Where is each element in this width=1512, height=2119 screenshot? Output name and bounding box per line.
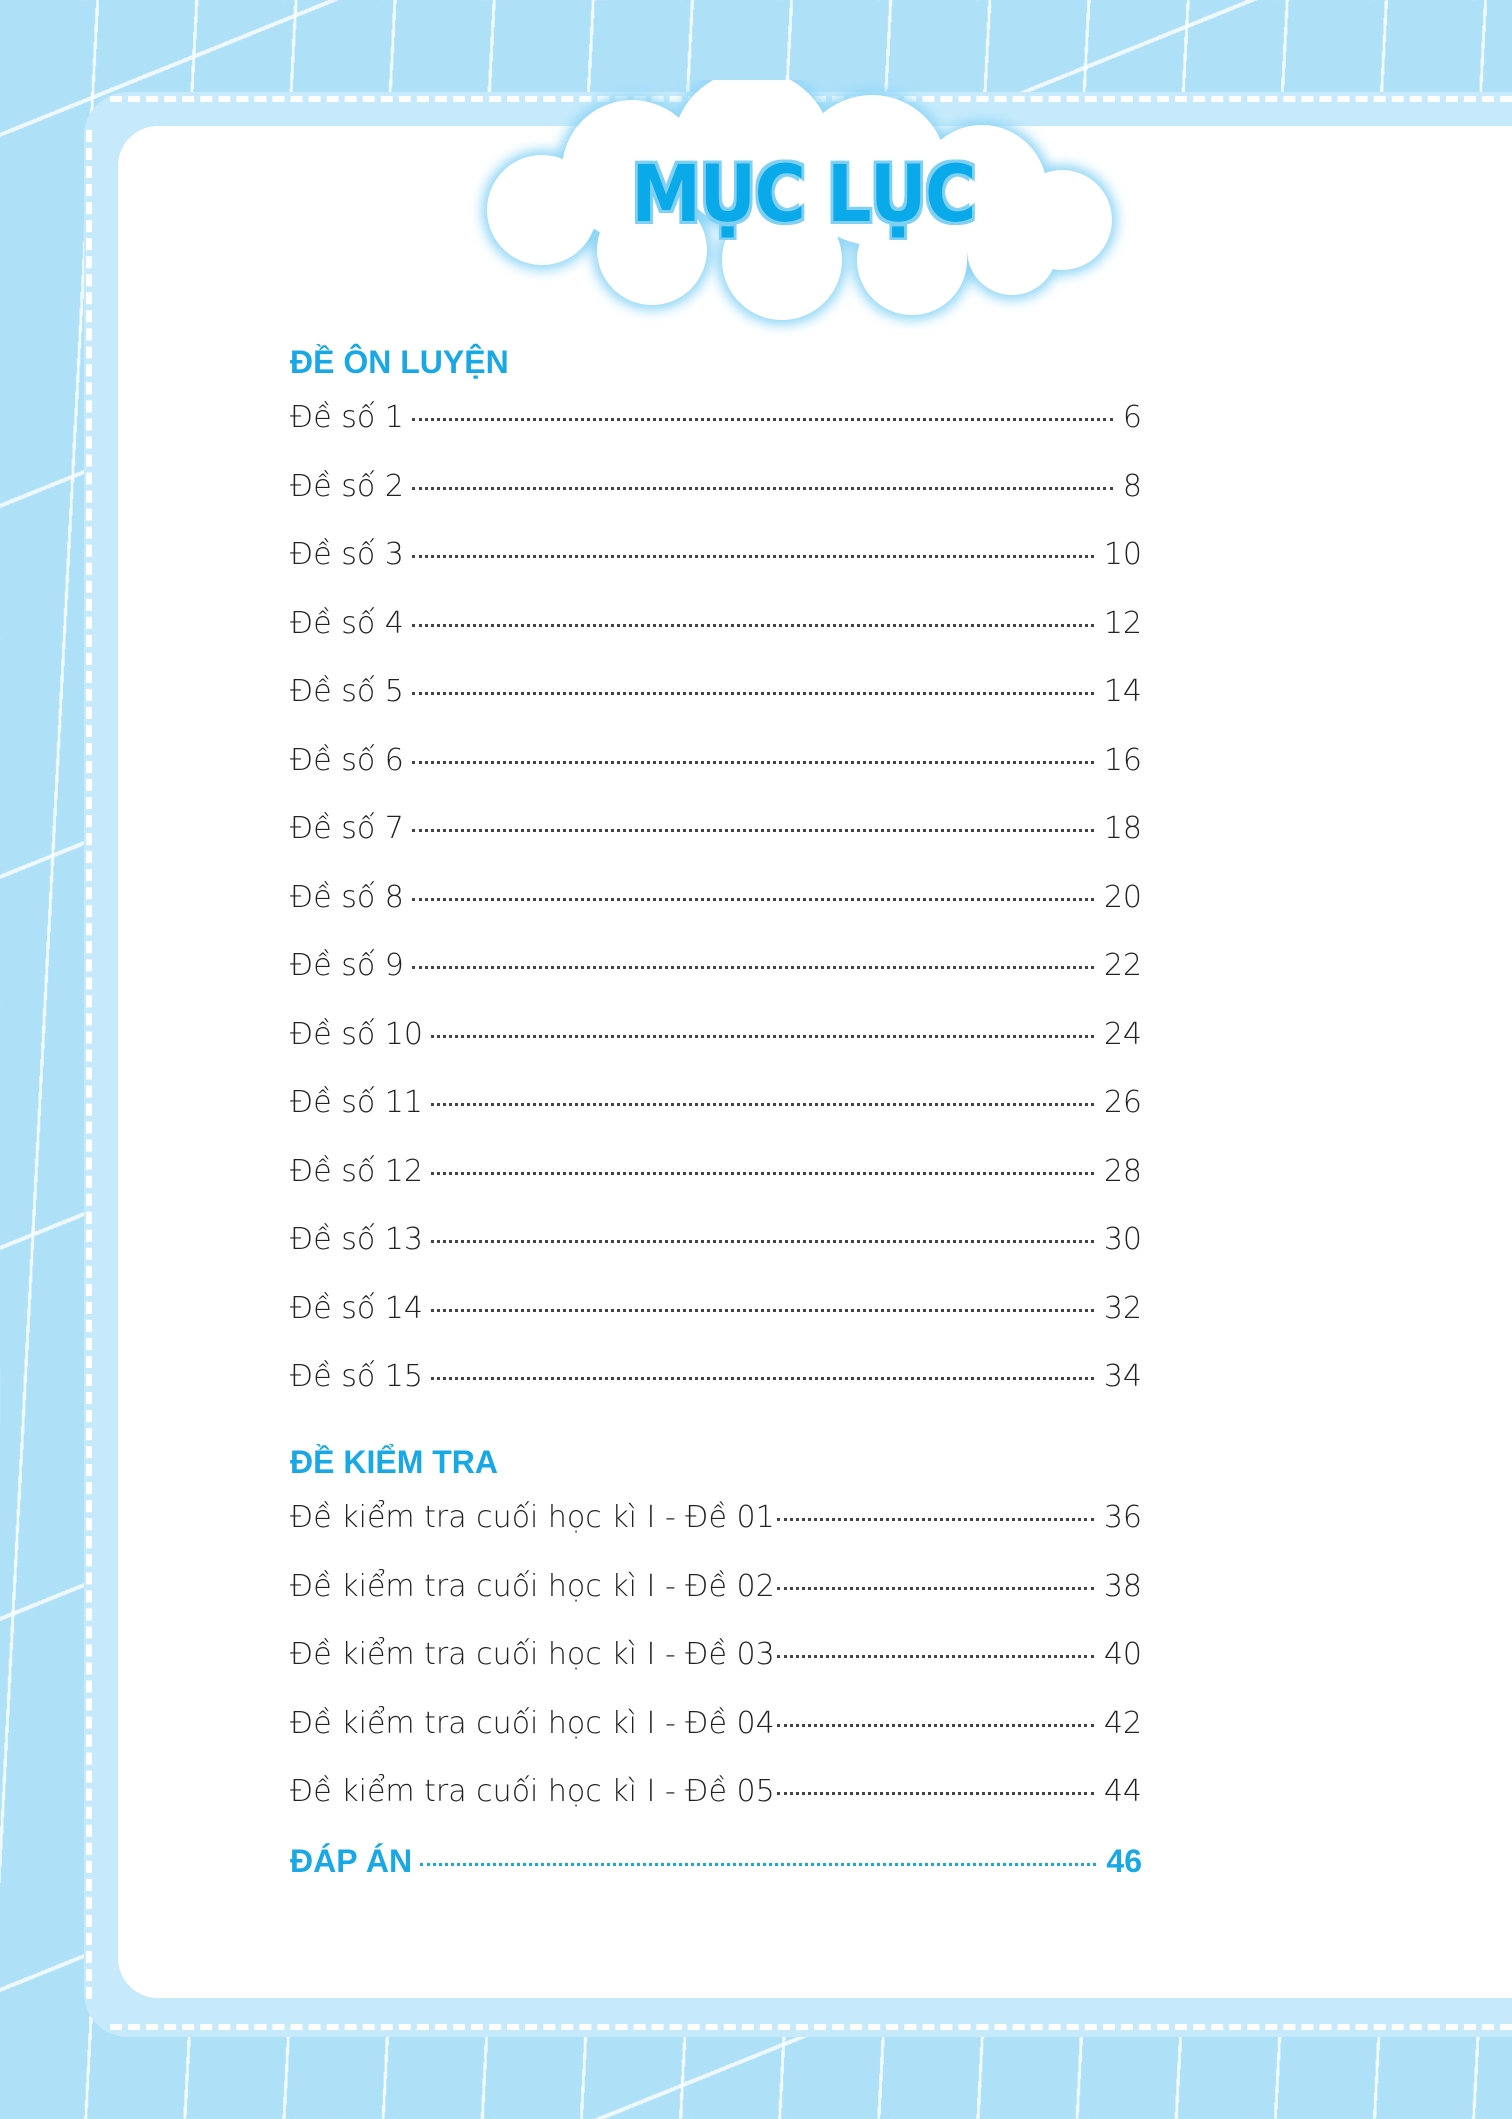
entry-label: Đề số 13 [290,1222,423,1257]
dot-leader [430,1240,1094,1243]
dot-leader [430,1171,1094,1175]
toc-entry[interactable]: Đề số 6 16 [290,741,1142,810]
page-title: MỤC LỤC [631,150,976,240]
dot-leader [776,1518,1094,1521]
dot-leader [776,1586,1094,1590]
toc-entry[interactable]: Đề số 1 6 [290,398,1142,467]
toc-entry[interactable]: Đề số 4 12 [290,604,1142,673]
entry-page: 22 [1103,948,1142,983]
toc-entry[interactable]: Đề số 7 18 [290,809,1142,878]
toc-entry[interactable]: Đề số 10 24 [290,1015,1142,1084]
entry-page: 38 [1103,1568,1142,1604]
dot-leader [411,760,1094,764]
dot-leader [430,1103,1094,1106]
entry-label: Đề số 12 [290,1153,423,1189]
entry-page: 44 [1103,1774,1142,1809]
dot-leader [776,1655,1094,1658]
entry-label: Đề số 1 [290,400,404,435]
entry-label: Đề số 6 [290,742,404,778]
entry-label: Đề số 11 [290,1085,423,1120]
entry-page: 26 [1103,1085,1142,1120]
toc-entry[interactable]: Đề kiểm tra cuối học kì I - Đề 03 40 [290,1635,1142,1704]
toc-entry[interactable]: Đề số 9 22 [290,946,1142,1015]
dashed-border-left [86,130,92,1999]
section-heading: ĐỀ ÔN LUYỆN [290,342,1142,382]
toc-entry[interactable]: Đề kiểm tra cuối học kì I - Đề 02 38 [290,1567,1142,1636]
dot-leader [430,1377,1094,1380]
toc-entry[interactable]: Đề số 8 20 [290,878,1142,947]
entry-label: Đề kiểm tra cuối học kì I - Đề 05 [290,1774,775,1809]
entry-page: 18 [1103,811,1142,846]
dot-leader [411,897,1094,901]
entry-label: Đề kiểm tra cuối học kì I - Đề 03 [290,1637,775,1672]
entry-label: Đề số 5 [290,674,404,709]
content-card [118,126,1512,1998]
toc-entry[interactable]: Đề kiểm tra cuối học kì I - Đề 04 42 [290,1704,1142,1773]
entry-page: 16 [1103,742,1142,778]
toc-entry[interactable]: Đề số 13 30 [290,1220,1142,1289]
dot-leader [430,1308,1094,1312]
toc-entry[interactable]: Đề số 12 28 [290,1152,1142,1221]
entry-page: 24 [1103,1016,1142,1052]
entry-page: 10 [1103,537,1142,572]
toc-entry-answers[interactable]: ĐÁP ÁN 46 [290,1841,1142,1910]
entry-page: 40 [1103,1637,1142,1672]
toc-entry[interactable]: Đề số 3 10 [290,535,1142,604]
entry-label: Đề số 9 [290,948,404,983]
dot-leader [411,623,1094,627]
entry-label: Đề kiểm tra cuối học kì I - Đề 02 [290,1568,775,1604]
entry-label: Đề số 8 [290,879,404,915]
entry-page: 8 [1122,468,1142,504]
toc-answers: ĐÁP ÁN 46 [290,1841,1142,1910]
toc-entry[interactable]: Đề số 2 8 [290,467,1142,536]
entry-label: Đề số 4 [290,605,404,641]
entry-page: 36 [1103,1500,1142,1535]
cloud-icon [482,80,1117,325]
dot-leader [411,966,1094,969]
entry-page: 12 [1103,605,1142,641]
section-title: ĐỀ KIỂM TRA [290,1444,498,1480]
dot-leader [776,1723,1094,1727]
dashed-border-bottom [110,2024,1512,2030]
entry-label: Đề kiểm tra cuối học kì I - Đề 01 [290,1500,775,1535]
entry-label: Đề số 3 [290,537,404,572]
toc-entry[interactable]: Đề số 5 14 [290,672,1142,741]
entry-page: 14 [1103,674,1142,709]
dot-leader [411,829,1094,832]
entry-label: Đề số 7 [290,811,404,846]
section-heading: ĐỀ KIỂM TRA [290,1442,1142,1482]
entry-page: 42 [1103,1705,1142,1741]
entry-label: Đề số 14 [290,1290,423,1326]
toc-entry[interactable]: Đề số 11 26 [290,1083,1142,1152]
toc-entry[interactable]: Đề kiểm tra cuối học kì I - Đề 01 36 [290,1498,1142,1567]
section-title: ĐỀ ÔN LUYỆN [290,344,509,380]
entry-page: 6 [1122,400,1142,435]
entry-page: 32 [1103,1290,1142,1326]
entry-label: ĐÁP ÁN [290,1843,413,1879]
entry-page: 20 [1103,879,1142,915]
dot-leader [411,692,1094,695]
dot-leader [411,486,1113,490]
entry-label: Đề số 10 [290,1016,423,1052]
toc-entry[interactable]: Đề kiểm tra cuối học kì I - Đề 05 44 [290,1772,1142,1841]
toc-list-practice: Đề số 1 6 Đề số 2 8 Đề số 3 10 Đề số 4 12 Đề số … [290,398,1142,1426]
toc-entry[interactable]: Đề số 14 32 [290,1289,1142,1358]
entry-page: 34 [1103,1359,1142,1394]
entry-page: 28 [1103,1153,1142,1189]
toc-list-tests: Đề kiểm tra cuối học kì I - Đề 01 36 Đề ki… [290,1498,1142,1841]
dot-leader [411,555,1094,558]
entry-page: 46 [1106,1843,1142,1879]
entry-page: 30 [1103,1222,1142,1257]
dot-leader [411,418,1113,421]
dot-leader [420,1863,1097,1866]
dot-leader [776,1792,1094,1795]
entry-label: Đề kiểm tra cuối học kì I - Đề 04 [290,1705,775,1741]
dot-leader [430,1034,1094,1038]
entry-label: Đề số 2 [290,468,404,504]
entry-label: Đề số 15 [290,1359,423,1394]
toc-entry[interactable]: Đề số 15 34 [290,1357,1142,1426]
